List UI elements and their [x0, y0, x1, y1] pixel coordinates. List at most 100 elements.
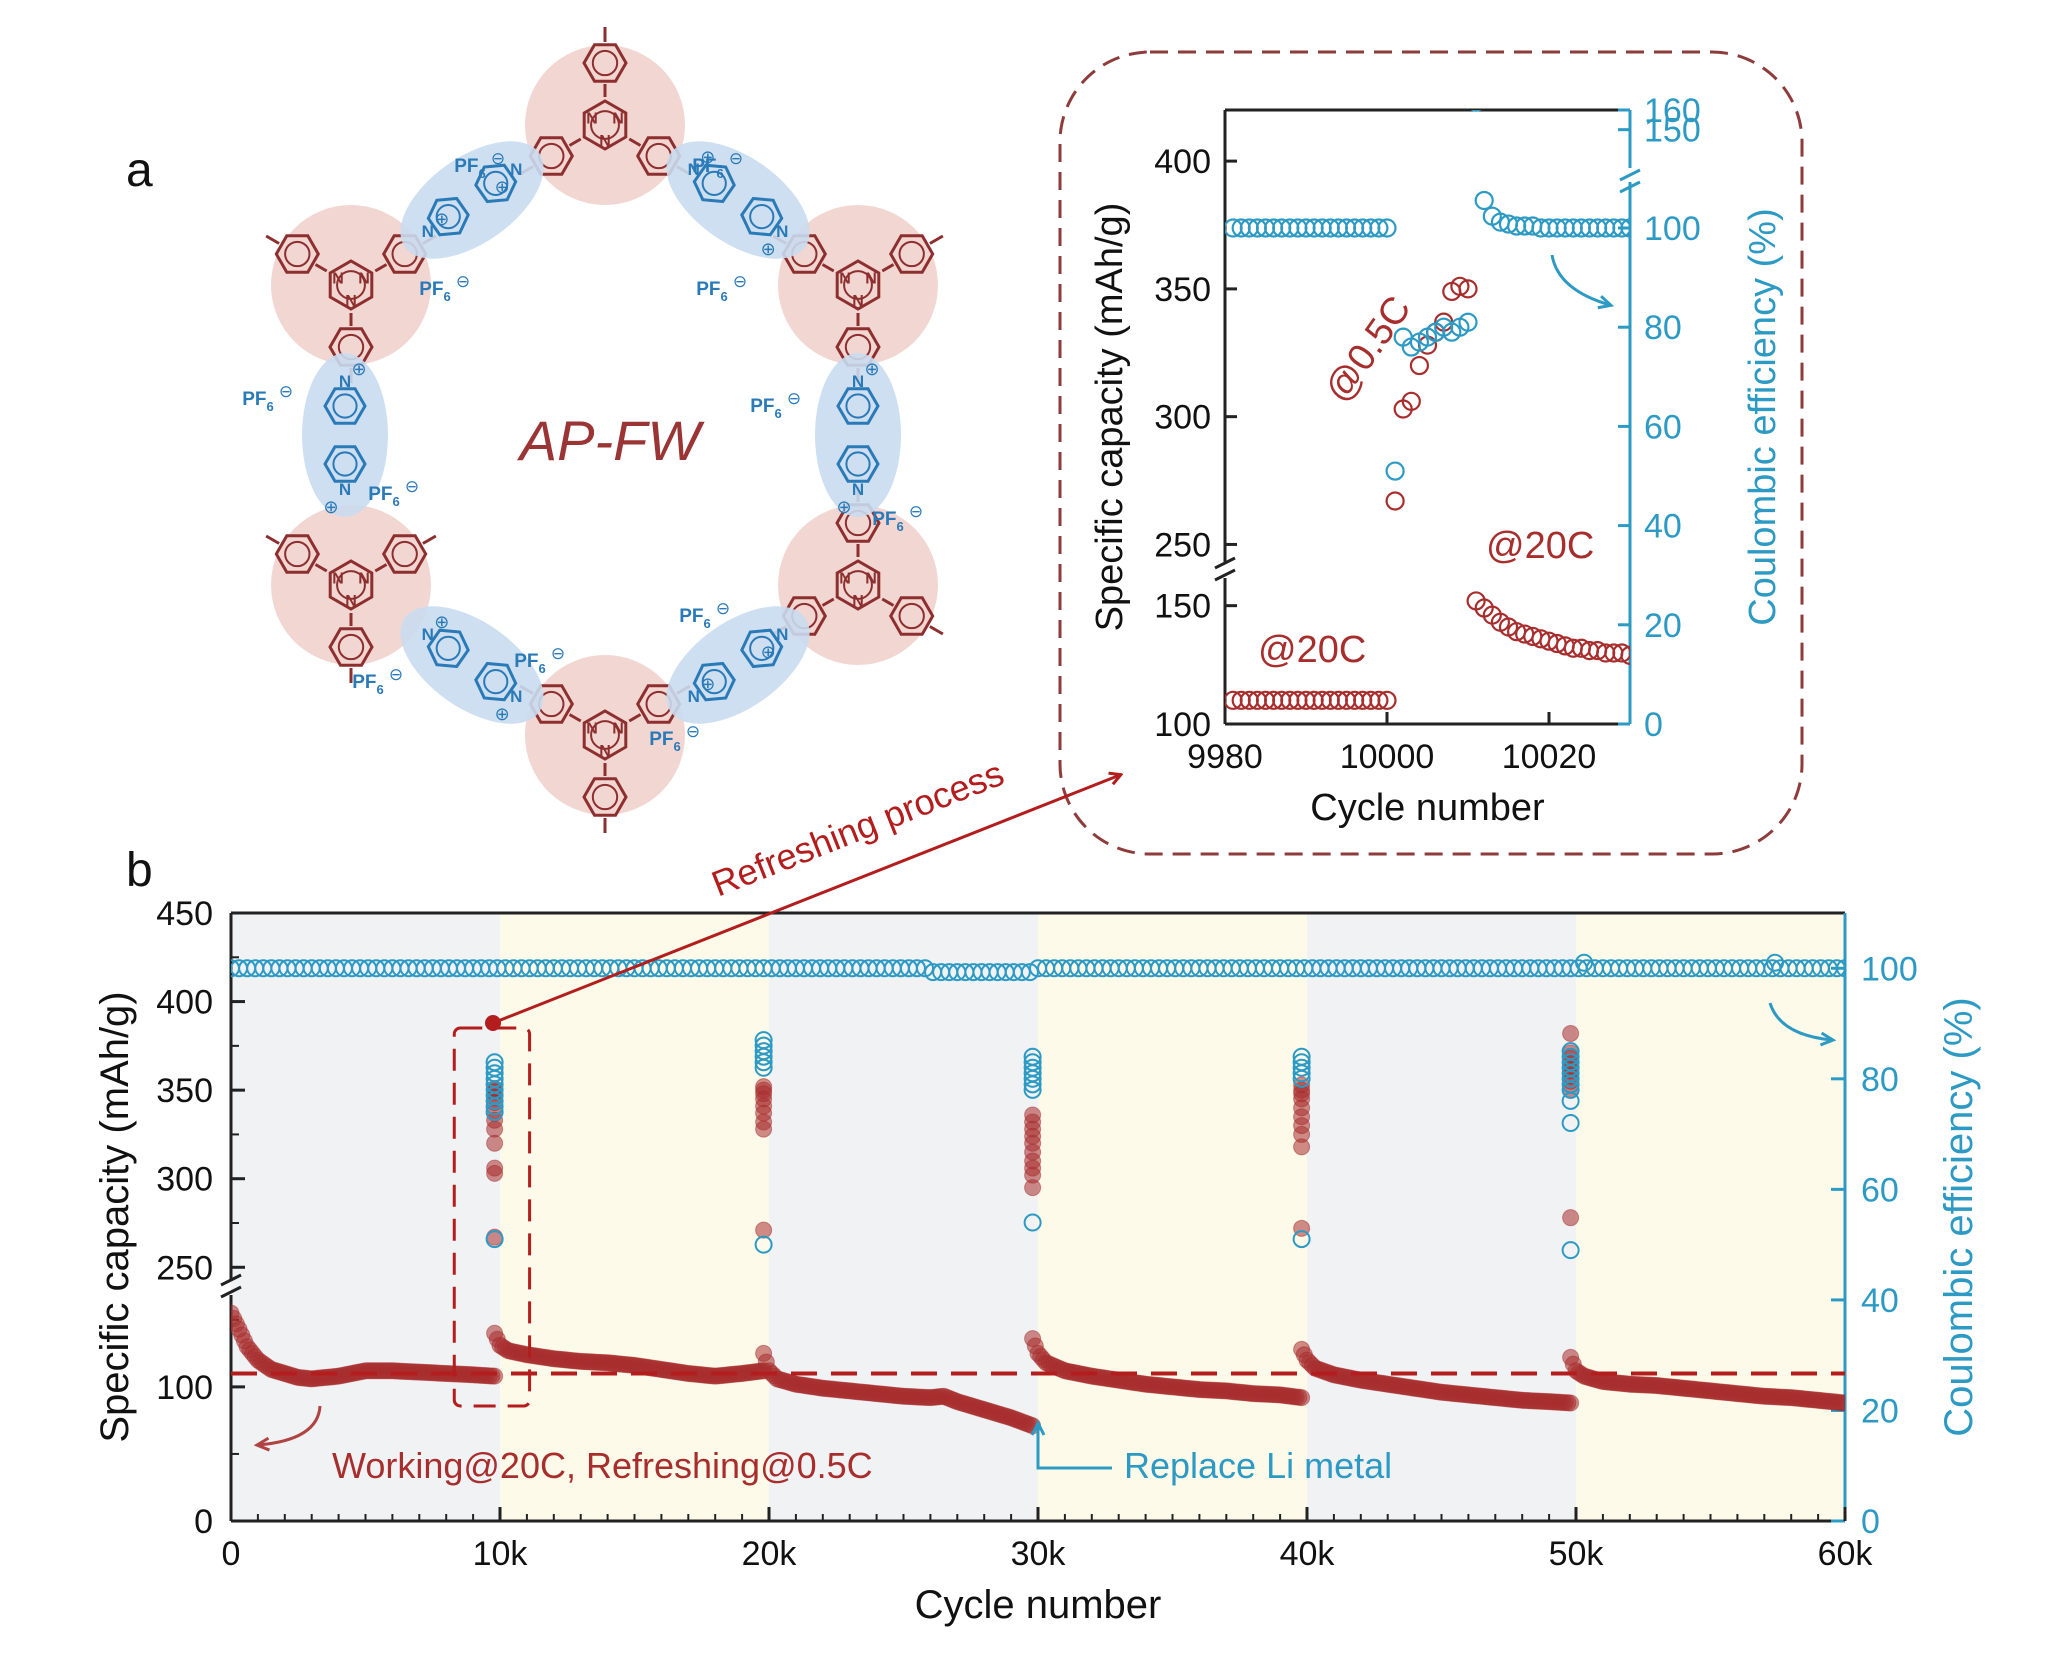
anion-charge: ⊖	[279, 382, 293, 401]
pyridinium-ring	[426, 628, 470, 669]
cation-charge: ⊕	[761, 239, 776, 259]
cation-charge: ⊕	[323, 497, 338, 517]
main-right-tick-label: 80	[1861, 1061, 1899, 1099]
refresh-efficiency-point	[1023, 1047, 1042, 1066]
linker-shade	[302, 353, 388, 517]
triazine-nitrogen: N	[852, 293, 864, 310]
aromatic-circle	[749, 635, 775, 661]
aromatic-circle	[749, 204, 775, 230]
node-shade	[778, 205, 938, 365]
triazine-nitrogen: N	[332, 271, 344, 288]
triazine-nitrogen: N	[865, 271, 877, 288]
efficiency-point	[1575, 953, 1594, 972]
working-refreshing-label: Working@20C, Refreshing@0.5C	[332, 1445, 873, 1486]
main-left-axis-break	[220, 1273, 242, 1299]
replace-li-arrow	[1038, 1424, 1112, 1470]
panel-label-a: a	[126, 144, 153, 197]
main-right-tick-label: 40	[1861, 1282, 1899, 1320]
anion-charge: ⊖	[389, 665, 403, 684]
refreshing-arrow-origin	[485, 1015, 501, 1031]
linker-shade	[815, 353, 901, 517]
efficiency-axis-arrow	[1768, 1002, 1832, 1040]
main-x-tick-label: 0	[222, 1535, 241, 1573]
node-shade	[778, 505, 938, 665]
pyridinium-ring	[836, 445, 880, 483]
inset-efficiency-point	[1474, 190, 1494, 211]
main-left-tick-label: 0	[194, 1503, 213, 1541]
pyridinium-nitrogen: N	[852, 480, 864, 499]
pyridinium-ring	[836, 387, 880, 425]
main-x-tick-label: 30k	[1011, 1535, 1067, 1573]
background-band-yellow	[500, 913, 769, 1521]
background-band-yellow	[1576, 913, 1845, 1521]
refresh-capacity-point	[1024, 1106, 1042, 1124]
cation-charge: ⊕	[836, 497, 851, 517]
pyridinium-nitrogen: N	[422, 222, 434, 241]
triazine-nitrogen: N	[345, 593, 357, 610]
triazine-ring	[328, 559, 374, 611]
inset-right-tick-label: 60	[1644, 408, 1682, 446]
inset-left-tick-label: 150	[1154, 588, 1211, 626]
bond	[314, 563, 328, 573]
node-shade	[271, 505, 431, 665]
main-x-tick-label: 50k	[1549, 1535, 1605, 1573]
refresh-efficiency-point	[485, 1053, 504, 1072]
refresh-efficiency-point	[1292, 1230, 1311, 1249]
main-x-tick-label: 60k	[1818, 1535, 1874, 1573]
refresh-highlight-box	[452, 1026, 532, 1408]
phenyl-ring	[888, 234, 935, 274]
anion-charge: ⊖	[491, 149, 505, 168]
refresh-capacity-point	[755, 1078, 773, 1096]
node-shade	[271, 205, 431, 365]
inset-efficiency-point	[1620, 218, 1630, 238]
refresh-capacity-point	[1562, 1209, 1580, 1227]
efficiency-point	[1766, 953, 1785, 972]
refresh-efficiency-point	[1561, 1241, 1580, 1260]
phenyl-ring	[274, 534, 321, 574]
cation-charge: ⊕	[434, 209, 449, 229]
inset-capacity-point	[1369, 690, 1389, 710]
pyridinium-nitrogen: N	[510, 687, 522, 706]
inset-x-tick-label: 9980	[1187, 738, 1263, 776]
main-x-tick-label: 20k	[742, 1535, 798, 1573]
inset-rate-label-left: @20C	[1258, 629, 1366, 671]
pf6-counterion: PF6	[454, 156, 486, 181]
aromatic-circle	[845, 393, 871, 419]
triazine-nitrogen: N	[599, 133, 611, 150]
pyridinium-nitrogen: N	[688, 687, 700, 706]
bond	[265, 534, 280, 545]
triazine-nitrogen: N	[332, 571, 344, 588]
pyridinium-ring	[692, 661, 736, 702]
refreshing-arrow	[492, 775, 1120, 1025]
anion-charge: ⊖	[686, 722, 700, 741]
refresh-efficiency-point	[754, 1036, 773, 1055]
inset-left-tick-label: 100	[1154, 706, 1211, 744]
bond	[929, 234, 944, 245]
bond	[628, 137, 642, 147]
triazine-ring	[835, 559, 881, 611]
refresh-efficiency-point	[1023, 1053, 1042, 1072]
refresh-efficiency-point	[1561, 1053, 1580, 1072]
anion-charge: ⊖	[729, 149, 743, 168]
aromatic-circle	[590, 720, 620, 750]
bond	[628, 713, 642, 723]
bond	[821, 263, 835, 273]
phenyl-ring	[381, 534, 428, 574]
pf6-counterion: PF6	[649, 729, 681, 754]
refresh-efficiency-point	[1292, 1058, 1311, 1077]
refresh-efficiency-point	[1292, 1053, 1311, 1072]
aromatic-circle	[435, 204, 461, 230]
inset-efficiency-axis-arrow	[1550, 254, 1610, 305]
refresh-efficiency-point	[485, 1058, 504, 1077]
aromatic-circle	[483, 170, 509, 196]
inset-efficiency-point	[1385, 461, 1405, 481]
aromatic-circle	[483, 669, 509, 695]
background-band-yellow	[1038, 913, 1307, 1521]
inset-right-tick-label: 160	[1644, 92, 1701, 130]
pf6-counterion: PF6	[872, 509, 904, 534]
pyridinium-ring	[474, 661, 518, 702]
inset-efficiency-point	[1377, 218, 1397, 238]
anion-charge: ⊖	[405, 477, 419, 496]
main-x-tick-label: 40k	[1280, 1535, 1336, 1573]
